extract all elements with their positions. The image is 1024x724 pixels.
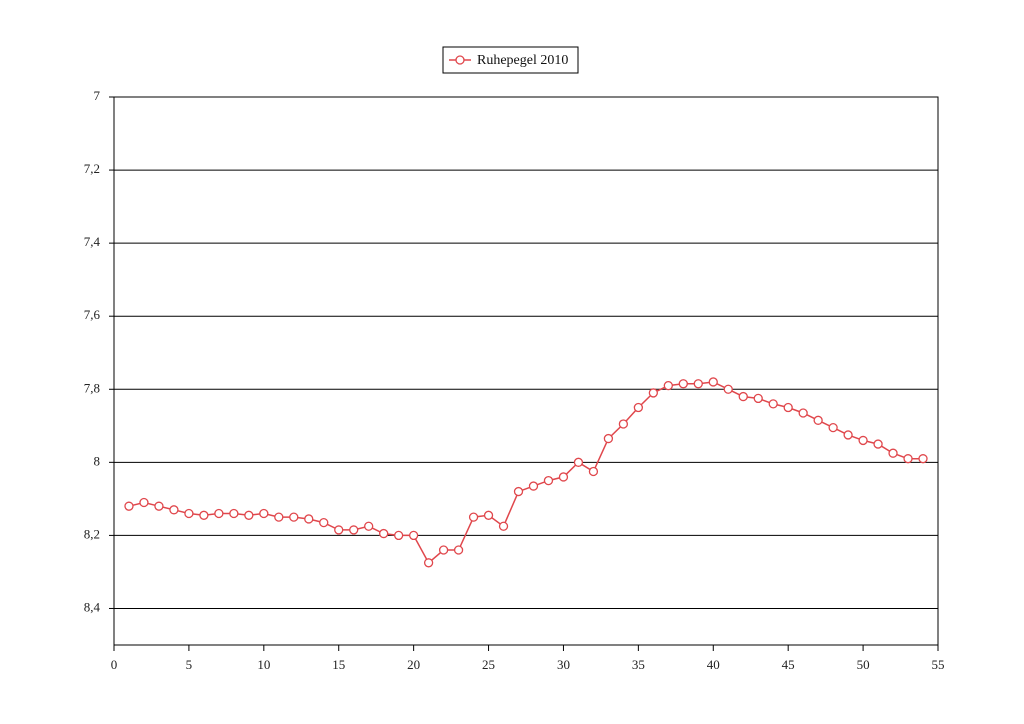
data-point bbox=[199, 510, 209, 520]
data-point bbox=[124, 501, 134, 511]
data-point bbox=[453, 545, 464, 555]
data-point bbox=[843, 430, 853, 440]
data-point bbox=[813, 415, 823, 425]
x-tick-label: 5 bbox=[186, 657, 193, 672]
data-point bbox=[723, 384, 733, 394]
data-point bbox=[513, 486, 524, 497]
data-point bbox=[678, 379, 688, 389]
data-point bbox=[708, 377, 718, 387]
x-tick-label: 50 bbox=[857, 657, 870, 672]
data-point bbox=[423, 558, 434, 568]
x-tick-label: 55 bbox=[932, 657, 945, 672]
data-point bbox=[858, 435, 868, 446]
y-tick-label: 7 bbox=[94, 88, 101, 103]
data-point bbox=[349, 525, 359, 535]
x-tick-label: 45 bbox=[782, 657, 795, 672]
data-point bbox=[918, 454, 928, 464]
x-tick-label: 25 bbox=[482, 657, 495, 672]
data-point bbox=[798, 408, 808, 418]
data-point bbox=[229, 508, 239, 519]
data-point bbox=[753, 393, 763, 404]
y-tick-label: 7,2 bbox=[84, 161, 100, 176]
data-point bbox=[468, 512, 479, 522]
data-point bbox=[334, 525, 344, 535]
legend-label: Ruhepegel 2010 bbox=[477, 53, 568, 68]
data-point bbox=[244, 510, 254, 520]
data-point bbox=[214, 508, 224, 519]
data-point bbox=[633, 402, 644, 413]
data-point bbox=[528, 481, 539, 491]
y-tick-label: 8,2 bbox=[84, 526, 100, 541]
data-point bbox=[169, 505, 179, 515]
data-point bbox=[903, 454, 913, 464]
data-point bbox=[693, 379, 703, 389]
data-point bbox=[573, 457, 584, 467]
y-tick-label: 7,4 bbox=[84, 234, 101, 249]
data-point bbox=[648, 388, 658, 398]
data-point bbox=[768, 399, 778, 409]
y-tick-label: 8 bbox=[94, 453, 101, 468]
data-point bbox=[783, 402, 793, 413]
y-tick-label: 8,4 bbox=[84, 599, 101, 614]
legend-marker-icon bbox=[455, 55, 465, 65]
data-point bbox=[394, 530, 404, 541]
x-tick-label: 15 bbox=[332, 657, 345, 672]
data-point bbox=[498, 521, 509, 531]
data-point bbox=[274, 512, 284, 522]
data-point bbox=[558, 472, 569, 482]
data-point bbox=[154, 501, 164, 511]
data-point bbox=[438, 545, 449, 555]
data-point bbox=[304, 514, 314, 524]
data-point bbox=[738, 391, 748, 402]
data-point bbox=[289, 512, 299, 522]
y-tick-label: 7,8 bbox=[84, 380, 100, 395]
x-tick-label: 40 bbox=[707, 657, 720, 672]
data-point bbox=[663, 380, 673, 391]
data-point bbox=[543, 475, 554, 486]
data-point bbox=[888, 448, 898, 458]
data-point bbox=[873, 439, 883, 449]
x-tick-label: 0 bbox=[111, 657, 118, 672]
data-point bbox=[319, 517, 329, 528]
data-point bbox=[364, 521, 374, 531]
x-tick-label: 35 bbox=[632, 657, 645, 672]
y-axis: 7 7,2 7,4 7,6 7,8 8 8,2 8,4 bbox=[84, 88, 114, 614]
x-axis: 0 5 10 15 20 25 30 35 40 45 50 55 bbox=[111, 645, 945, 672]
plot-area bbox=[113, 96, 939, 646]
data-point bbox=[184, 508, 194, 519]
data-point bbox=[828, 422, 838, 433]
data-point bbox=[408, 530, 419, 541]
x-tick-label: 30 bbox=[557, 657, 570, 672]
grid-lines bbox=[114, 96, 938, 609]
data-point bbox=[603, 433, 614, 444]
x-tick-label: 10 bbox=[257, 657, 270, 672]
data-point bbox=[259, 508, 269, 519]
data-point bbox=[379, 528, 389, 539]
data-point bbox=[618, 419, 629, 429]
data-point bbox=[483, 510, 494, 520]
y-tick-label: 7,6 bbox=[84, 307, 101, 322]
series-group bbox=[124, 377, 928, 568]
data-point bbox=[139, 497, 149, 508]
legend: Ruhepegel 2010 bbox=[442, 46, 579, 74]
data-point bbox=[588, 466, 599, 477]
x-tick-label: 20 bbox=[407, 657, 420, 672]
